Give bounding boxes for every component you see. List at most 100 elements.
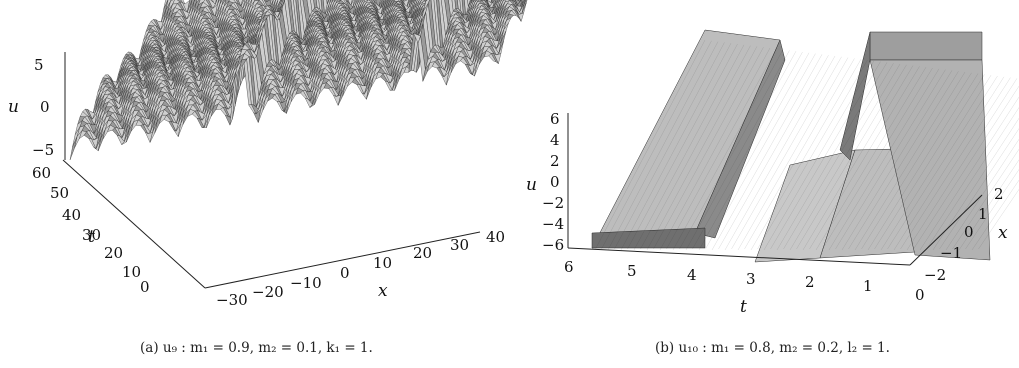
mesh-line xyxy=(971,179,1019,251)
x-tick-b-0: 2 xyxy=(994,185,1004,203)
x-tick-b-2: 0 xyxy=(964,223,974,241)
surface-facet xyxy=(839,31,871,161)
surface-cell xyxy=(69,136,78,161)
x-ticks-b: 2 1 0 −1 −2 xyxy=(924,185,1004,284)
u-tick-b-0: 6 xyxy=(550,110,560,128)
mesh-line xyxy=(958,159,1019,251)
mesh-line xyxy=(653,47,764,250)
x-tick-b-3: −1 xyxy=(940,244,962,262)
t-axis-label-a: t xyxy=(88,227,95,247)
mesh-line xyxy=(874,74,985,250)
mesh-line xyxy=(965,169,1019,250)
mesh-line xyxy=(692,51,803,250)
t-tick-b-0: 6 xyxy=(564,258,574,276)
mesh-line xyxy=(698,52,810,251)
mesh-line xyxy=(679,50,790,250)
t-tick-b-3: 3 xyxy=(746,270,756,288)
mesh-line xyxy=(796,64,907,250)
mesh-line xyxy=(718,55,829,250)
surface-mesh-b xyxy=(591,29,1019,263)
surface-cell xyxy=(474,0,478,3)
mesh-line xyxy=(640,45,751,250)
u-tick-b-6: −6 xyxy=(542,236,564,254)
x-tick-a-0: −30 xyxy=(216,291,248,309)
mesh-line xyxy=(620,43,732,251)
surface-cell xyxy=(279,0,283,2)
u-axis-label-a: u xyxy=(8,97,19,117)
mesh-line xyxy=(763,60,875,251)
surface-facet xyxy=(869,31,983,61)
mesh-line xyxy=(926,107,1019,250)
t-tick-a-6: 0 xyxy=(140,278,150,296)
u-tick-b-4: −2 xyxy=(542,194,564,212)
caption-b: (b) u₁₀ : m₁ = 0.8, m₂ = 0.2, l₂ = 1. xyxy=(655,340,890,356)
u-tick-b-3: 0 xyxy=(550,173,560,191)
t-tick-b-2: 4 xyxy=(687,266,697,284)
mesh-line xyxy=(601,40,712,250)
t-tick-a-0: 60 xyxy=(32,164,51,182)
mesh-line xyxy=(789,63,901,251)
mesh-line xyxy=(750,59,862,251)
mesh-line xyxy=(913,85,1019,250)
mesh-line xyxy=(770,61,881,250)
x-axis-label-b: x xyxy=(998,223,1008,243)
mesh-line xyxy=(952,149,1019,250)
u-tick-b-5: −4 xyxy=(542,215,564,233)
mesh-line xyxy=(646,46,758,251)
mesh-line xyxy=(757,59,868,250)
surface-plot-b: 6 4 2 0 −2 −4 −6 u 6 5 4 3 2 1 0 t 2 1 0… xyxy=(526,29,1019,317)
mesh-line xyxy=(822,67,933,250)
mesh-line xyxy=(828,68,940,251)
mesh-line xyxy=(614,42,725,250)
x-tick-a-4: 10 xyxy=(373,254,392,272)
mesh-line xyxy=(685,51,797,251)
mesh-line xyxy=(666,48,777,250)
mesh-line xyxy=(783,63,894,250)
x-axis-label-a: x xyxy=(378,281,388,301)
t-tick-a-2: 40 xyxy=(62,206,81,224)
mesh-line xyxy=(978,189,1019,250)
u-tick-a-1: 0 xyxy=(40,98,50,116)
x-tick-a-6: 30 xyxy=(450,236,469,254)
mesh-line xyxy=(627,43,738,250)
surface-facet xyxy=(694,39,786,239)
mesh-line xyxy=(848,71,959,250)
mesh-line xyxy=(724,55,836,251)
x-tick-b-1: 1 xyxy=(978,205,988,223)
t-tick-a-1: 50 xyxy=(50,184,69,202)
t-tick-a-3: 30 xyxy=(82,226,101,244)
t-ticks-b: 6 5 4 3 2 1 0 xyxy=(564,258,925,304)
x-tick-b-4: −2 xyxy=(924,266,946,284)
t-tick-a-5: 10 xyxy=(122,263,141,281)
u-ticks-b: 6 4 2 0 −2 −4 −6 xyxy=(542,110,564,254)
x-tick-a-5: 20 xyxy=(413,244,432,262)
mesh-line xyxy=(945,139,1019,251)
mesh-line xyxy=(802,65,914,251)
mesh-line xyxy=(893,76,1005,251)
mesh-line xyxy=(906,78,1018,251)
t-ticks-a: 60 50 40 30 20 10 0 xyxy=(32,164,150,296)
t-tick-b-5: 1 xyxy=(863,277,873,295)
x-tick-a-7: 40 xyxy=(486,228,505,246)
t-tick-b-4: 2 xyxy=(805,273,815,291)
x-tick-a-3: 0 xyxy=(340,264,350,282)
mesh-line xyxy=(880,75,992,251)
mesh-line xyxy=(744,58,855,250)
t-tick-b-1: 5 xyxy=(627,262,637,280)
u-tick-a-2: −5 xyxy=(32,141,54,159)
surface-facet xyxy=(591,227,706,249)
mesh-line xyxy=(854,71,966,251)
mesh-line xyxy=(815,67,927,251)
mesh-line xyxy=(900,77,1011,250)
u-tick-a-0: 5 xyxy=(34,56,44,74)
mesh-line xyxy=(705,53,816,250)
surface-cell xyxy=(488,53,497,63)
mesh-line xyxy=(737,57,849,251)
mesh-line xyxy=(633,44,745,251)
mesh-line xyxy=(594,39,706,251)
x-ticks-a: −30 −20 −10 0 10 20 30 40 xyxy=(216,228,505,309)
mesh-line xyxy=(607,41,719,251)
mesh-line xyxy=(672,49,784,251)
mesh-line xyxy=(919,96,1019,251)
mesh-line xyxy=(835,69,946,250)
